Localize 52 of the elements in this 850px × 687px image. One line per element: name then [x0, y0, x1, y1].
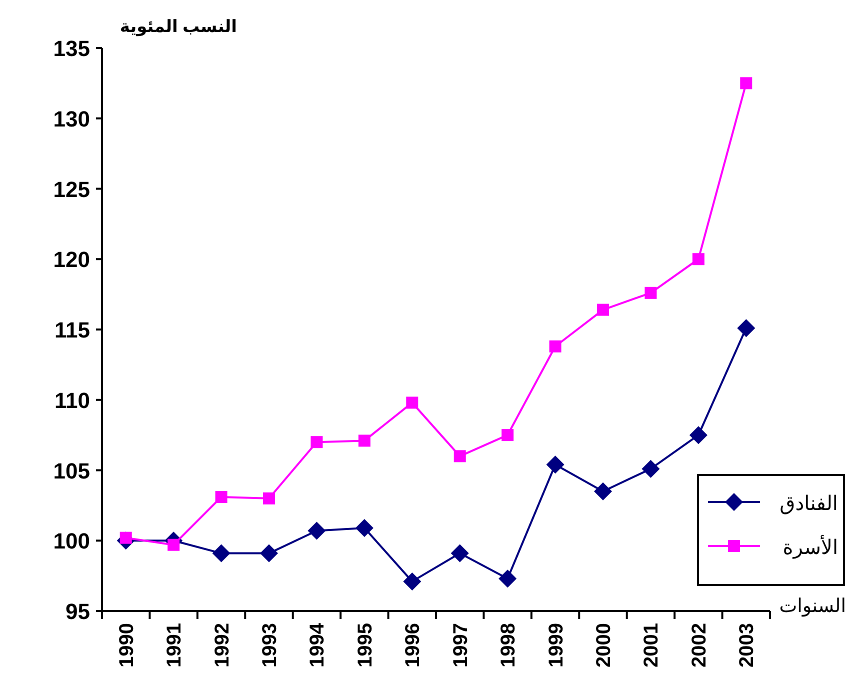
point: [594, 482, 612, 500]
point: [450, 544, 469, 562]
x-tick-label: 2003: [736, 623, 758, 668]
x-tick-label: 2000: [593, 623, 615, 668]
point: [308, 522, 326, 540]
x-tick-label: 1993: [259, 623, 281, 668]
point: [737, 319, 756, 338]
x-tick-label: 1999: [545, 623, 568, 668]
point: [310, 436, 323, 448]
legend-label: الأسرة: [782, 534, 838, 559]
y-tick-label: 105: [53, 458, 90, 484]
point: [644, 286, 657, 299]
point: [689, 426, 708, 444]
x-tick-label: 1995: [354, 623, 376, 668]
x-axis-title: السنوات: [779, 596, 846, 617]
point: [260, 544, 278, 562]
point: [549, 340, 562, 352]
point: [212, 544, 230, 562]
point: [498, 570, 517, 588]
y-tick-label: 95: [66, 599, 90, 624]
y-axis-title: النسب المئوية: [120, 17, 237, 37]
y-tick-label: 130: [53, 106, 90, 132]
x-tick-label: 1992: [211, 623, 234, 668]
y-tick-label: 100: [53, 528, 90, 554]
point: [355, 518, 374, 537]
x-tick-label: 1994: [306, 622, 329, 668]
y-tick-label: 115: [54, 318, 90, 342]
point: [454, 450, 466, 462]
x-tick-label: 2001: [640, 623, 663, 668]
point: [740, 77, 752, 90]
y-tick-label: 110: [54, 388, 90, 413]
point: [597, 304, 609, 316]
x-tick-label: 2002: [688, 623, 710, 668]
point: [502, 429, 514, 442]
point: [358, 434, 370, 447]
point: [403, 572, 422, 590]
point: [263, 492, 275, 504]
y-tick-label: 125: [53, 176, 90, 202]
point: [546, 456, 564, 474]
x-tick-label: 1997: [450, 623, 472, 668]
x-tick-label: 1990: [116, 623, 138, 668]
point: [215, 490, 228, 503]
x-tick-label: 1998: [498, 623, 520, 668]
y-tick-label: 135: [53, 36, 90, 61]
legend-label: الفنادق: [780, 493, 838, 515]
x-tick-label: 1996: [402, 623, 424, 668]
point: [168, 538, 180, 551]
x-tick-label: 1991: [164, 623, 186, 668]
point: [692, 253, 704, 266]
point: [406, 396, 418, 409]
point: [642, 460, 660, 478]
y-tick-label: 120: [53, 247, 90, 272]
